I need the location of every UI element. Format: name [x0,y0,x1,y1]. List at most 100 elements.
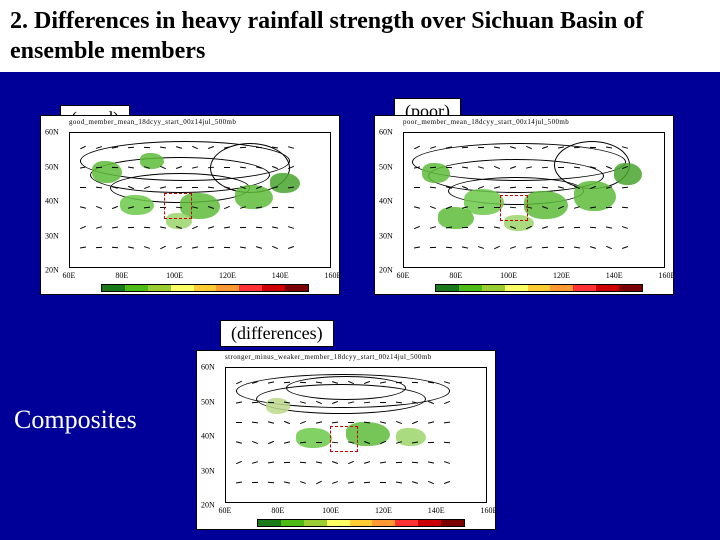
x-tick: 80E [449,271,462,280]
wind-vector [316,461,322,463]
wind-vector [430,187,436,189]
wind-vector [574,227,580,228]
map-panel-poor: poor_member_mean_18dcyy_start_00z14jul_5… [374,115,674,295]
colorbar-segment [285,285,308,291]
map-subtitle: poor_member_mean_18dcyy_start_00z14jul_5… [403,118,665,130]
wind-vector [412,462,418,463]
x-tick: 60E [219,506,232,515]
wind-vector [428,421,434,424]
wind-vector [192,226,198,229]
x-tick: 140E [428,506,445,515]
wind-vector [192,246,198,248]
wind-vector [348,461,354,464]
x-tick: 120E [219,271,236,280]
wind-vector [144,246,150,249]
wind-vector [252,422,258,424]
wind-vector [414,146,420,149]
wind-vector [414,226,420,229]
wind-vector [80,226,86,229]
wind-vector [300,462,306,464]
wind-vector [380,421,386,423]
wind-vector [558,167,564,168]
wind-vector [284,462,290,463]
wind-vector [288,146,294,149]
map-subtitle: stronger_minus_weaker_member_18dcyy_star… [225,353,487,365]
wind-vector [332,461,338,464]
colorbar-segment [418,520,441,526]
wind-vector [348,481,354,483]
colorbar-segment [459,285,482,291]
wind-vector [622,187,628,189]
colorbar-segment [327,520,350,526]
wind-vector [284,481,290,483]
colorbar [101,284,309,292]
wind-vector [430,206,436,209]
wind-vector [316,442,322,443]
wind-vector [128,246,134,248]
wind-vector [590,147,596,148]
wind-vector [268,402,274,403]
wind-vector [284,421,290,424]
wind-vector [256,227,262,228]
wind-vector [144,227,150,229]
wind-vector [444,422,450,424]
map-plot-area [403,132,665,268]
wind-vector [446,247,452,248]
wind-vector [160,226,166,228]
wind-vector [112,247,118,248]
x-tick: 160E [481,506,498,515]
wind-vector [252,482,258,483]
colorbar-segment [171,285,194,291]
wind-vector [236,481,242,483]
y-tick: 30N [379,231,393,240]
wind-vector [348,422,354,423]
y-tick: 50N [45,162,59,171]
wind-vector [364,482,370,483]
wind-vector [268,421,274,424]
wind-vector [224,206,230,209]
x-tick: 60E [63,271,76,280]
wind-vector [364,461,370,464]
wind-vector [80,246,86,248]
x-tick: 100E [166,271,183,280]
target-region-box [500,195,528,221]
wind-vector [112,167,118,168]
wind-vector [478,246,484,249]
wind-vector [96,206,102,209]
wind-vector [288,226,294,229]
colorbar-segment [262,285,285,291]
wind-vector [380,482,386,483]
colorbar-segment [216,285,239,291]
wind-vector [478,227,484,229]
x-tick: 160E [325,271,342,280]
colorbar-segment [596,285,619,291]
wind-vector [80,206,86,208]
target-region-box [330,426,358,452]
wind-vector [268,441,274,444]
wind-vector [430,226,436,229]
wind-vector [300,421,306,424]
x-tick: 160E [659,271,676,280]
wind-vector [590,227,596,228]
colorbar-segment [482,285,505,291]
wind-vector [542,247,548,248]
wind-vector [160,246,166,249]
wind-vector [622,226,628,229]
wind-vector [288,166,294,169]
wind-vector [268,482,274,483]
wind-vector [444,401,450,404]
wind-vector [428,481,434,484]
wind-vector [396,462,402,463]
colorbar-segment [436,285,459,291]
wind-vector [462,246,468,248]
colorbar-segment [528,285,551,291]
map-plot-area [69,132,331,268]
wind-vector [252,441,258,444]
wind-vector [494,246,500,249]
colorbar [435,284,643,292]
wind-vector [192,187,198,188]
y-tick: 20N [379,266,393,275]
wind-vector [236,461,242,464]
wind-vector [414,246,420,248]
wind-vector [412,481,418,484]
